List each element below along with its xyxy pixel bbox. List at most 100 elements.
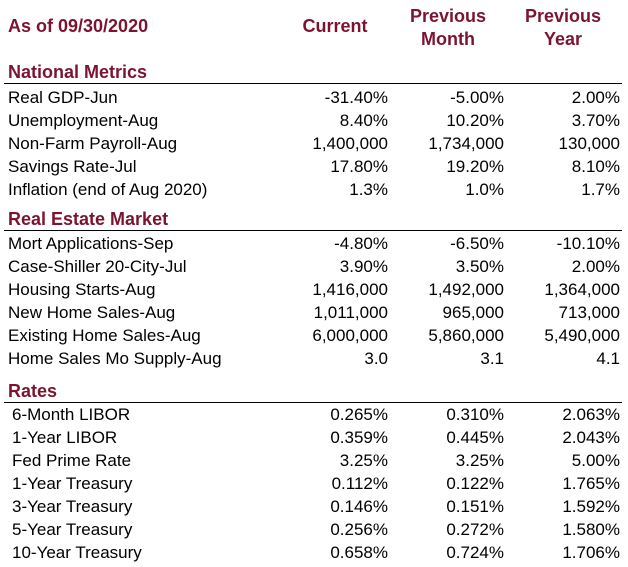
previous-month-value: 1.0% bbox=[465, 180, 504, 199]
current-value: 6,000,000 bbox=[312, 326, 388, 345]
row-label: 1-Year Treasury bbox=[12, 474, 133, 493]
previous-year-value: 1.706% bbox=[562, 543, 620, 562]
row-label: 10-Year Treasury bbox=[12, 543, 142, 562]
section-divider bbox=[4, 83, 622, 84]
table-row: Housing Starts-Aug 1,416,000 1,492,000 1… bbox=[0, 278, 628, 301]
table-row: Unemployment-Aug 8.40% 10.20% 3.70% bbox=[0, 109, 628, 132]
previous-month-value: 5,860,000 bbox=[428, 326, 504, 345]
previous-year-value: 1.765% bbox=[562, 474, 620, 493]
row-label: Mort Applications-Sep bbox=[8, 234, 174, 253]
previous-month-value: -5.00% bbox=[450, 88, 504, 107]
previous-month-heading-line1: Previous bbox=[409, 6, 487, 26]
current-value: 0.146% bbox=[330, 497, 388, 516]
previous-year-value: 1.7% bbox=[581, 180, 620, 199]
as-of-date-heading: As of 09/30/2020 bbox=[8, 16, 149, 36]
previous-month-value: 965,000 bbox=[442, 303, 504, 322]
current-value: 0.112% bbox=[331, 474, 388, 493]
row-label: Housing Starts-Aug bbox=[8, 280, 156, 299]
previous-year-value: 2.00% bbox=[571, 88, 620, 107]
previous-month-value: 0.122% bbox=[446, 474, 504, 493]
previous-month-value: 3.1 bbox=[480, 349, 504, 368]
previous-year-value: 2.00% bbox=[571, 257, 620, 276]
previous-year-value: 1.592% bbox=[562, 497, 620, 516]
section-divider bbox=[4, 230, 622, 231]
current-value: -4.80% bbox=[334, 234, 388, 253]
previous-year-value: 5.00% bbox=[571, 451, 620, 470]
current-value: 1,416,000 bbox=[312, 280, 388, 299]
table-header: As of 09/30/2020 Current Previous Month … bbox=[0, 0, 628, 56]
previous-year-value: 130,000 bbox=[558, 134, 620, 153]
previous-year-heading-line2: Year bbox=[543, 29, 583, 49]
previous-year-column-heading: Previous Year bbox=[513, 5, 613, 51]
row-label: 5-Year Treasury bbox=[12, 520, 133, 539]
previous-year-value: 2.043% bbox=[562, 428, 620, 447]
row-label: Existing Home Sales-Aug bbox=[8, 326, 201, 345]
table-row: 6-Month LIBOR 0.265% 0.310% 2.063% bbox=[0, 403, 628, 426]
current-value: 1,400,000 bbox=[312, 134, 388, 153]
table-row: Inflation (end of Aug 2020) 1.3% 1.0% 1.… bbox=[0, 178, 628, 201]
table-row: 3-Year Treasury 0.146% 0.151% 1.592% bbox=[0, 495, 628, 518]
table-row: 1-Year Treasury 0.112% 0.122% 1.765% bbox=[0, 472, 628, 495]
previous-month-value: -6.50% bbox=[450, 234, 504, 253]
table-row: Savings Rate-Jul 17.80% 19.20% 8.10% bbox=[0, 155, 628, 178]
previous-year-value: 5,490,000 bbox=[544, 326, 620, 345]
table-row: 10-Year Treasury 0.658% 0.724% 1.706% bbox=[0, 541, 628, 564]
row-label: 1-Year LIBOR bbox=[12, 428, 118, 447]
table-row: Non-Farm Payroll-Aug 1,400,000 1,734,000… bbox=[0, 132, 628, 155]
table-row: Existing Home Sales-Aug 6,000,000 5,860,… bbox=[0, 324, 628, 347]
table-row: New Home Sales-Aug 1,011,000 965,000 713… bbox=[0, 301, 628, 324]
current-value: -31.40% bbox=[324, 88, 388, 107]
row-label: Savings Rate-Jul bbox=[8, 157, 137, 176]
previous-year-value: 8.10% bbox=[571, 157, 620, 176]
previous-month-value: 1,734,000 bbox=[428, 134, 504, 153]
previous-year-value: 1.580% bbox=[562, 520, 620, 539]
table-row: Mort Applications-Sep -4.80% -6.50% -10.… bbox=[0, 232, 628, 255]
previous-month-heading-line2: Month bbox=[421, 29, 475, 49]
section-title: National Metrics bbox=[8, 62, 148, 82]
previous-year-value: 713,000 bbox=[558, 303, 620, 322]
previous-month-value: 0.272% bbox=[446, 520, 504, 539]
row-label: Inflation (end of Aug 2020) bbox=[8, 180, 208, 199]
previous-year-value: 2.063% bbox=[562, 405, 620, 424]
previous-month-value: 0.151% bbox=[446, 497, 504, 516]
row-label: 6-Month LIBOR bbox=[12, 405, 131, 424]
row-label: Case-Shiller 20-City-Jul bbox=[8, 257, 187, 276]
section-title: Real Estate Market bbox=[8, 209, 169, 229]
previous-year-value: 1,364,000 bbox=[544, 280, 620, 299]
row-label: New Home Sales-Aug bbox=[8, 303, 176, 322]
table-row: 1-Year LIBOR 0.359% 0.445% 2.043% bbox=[0, 426, 628, 449]
previous-month-value: 0.310% bbox=[446, 405, 504, 424]
table-row: Real GDP-Jun -31.40% -5.00% 2.00% bbox=[0, 86, 628, 109]
current-value: 0.658% bbox=[330, 543, 388, 562]
section-title: Rates bbox=[8, 381, 58, 401]
current-column-heading: Current bbox=[302, 16, 368, 36]
previous-month-column-heading: Previous Month bbox=[398, 5, 498, 51]
row-label: Unemployment-Aug bbox=[8, 111, 159, 130]
previous-month-value: 0.724% bbox=[446, 543, 504, 562]
current-value: 17.80% bbox=[330, 157, 388, 176]
table-row: Case-Shiller 20-City-Jul 3.90% 3.50% 2.0… bbox=[0, 255, 628, 278]
row-label: Non-Farm Payroll-Aug bbox=[8, 134, 178, 153]
previous-year-value: 4.1 bbox=[596, 349, 620, 368]
table-row: 5-Year Treasury 0.256% 0.272% 1.580% bbox=[0, 518, 628, 541]
previous-month-value: 0.445% bbox=[446, 428, 504, 447]
current-value: 0.265% bbox=[330, 405, 388, 424]
current-value: 1,011,000 bbox=[313, 303, 388, 322]
current-value: 3.25% bbox=[339, 451, 388, 470]
previous-month-value: 1,492,000 bbox=[428, 280, 504, 299]
section-divider bbox=[4, 402, 622, 403]
current-value: 1.3% bbox=[349, 180, 388, 199]
table-row: Fed Prime Rate 3.25% 3.25% 5.00% bbox=[0, 449, 628, 472]
row-label: 3-Year Treasury bbox=[12, 497, 133, 516]
current-value: 8.40% bbox=[339, 111, 388, 130]
previous-month-value: 3.50% bbox=[455, 257, 504, 276]
current-value: 0.359% bbox=[330, 428, 388, 447]
previous-year-value: -10.10% bbox=[556, 234, 620, 253]
previous-year-value: 3.70% bbox=[571, 111, 620, 130]
current-value: 3.0 bbox=[364, 349, 388, 368]
current-value: 0.256% bbox=[330, 520, 388, 539]
previous-month-value: 19.20% bbox=[446, 157, 504, 176]
previous-month-value: 3.25% bbox=[455, 451, 504, 470]
previous-year-heading-line1: Previous bbox=[524, 6, 602, 26]
previous-month-value: 10.20% bbox=[446, 111, 504, 130]
